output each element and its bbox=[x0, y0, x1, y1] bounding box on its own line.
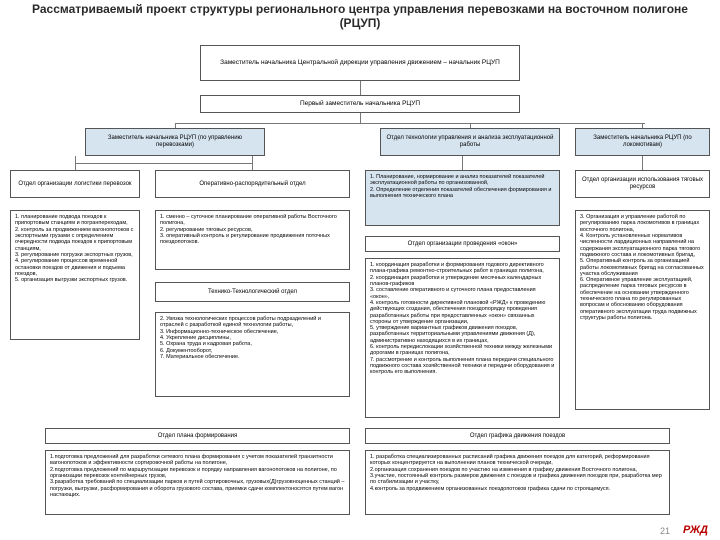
box-schedule-text: 1. разработка специализированных расписа… bbox=[365, 450, 670, 515]
box-traction-text: 3. Организация и управление работой по р… bbox=[575, 210, 710, 410]
footer-logo: РЖД bbox=[683, 524, 708, 536]
box-okon-title: Отдел организации проведения «окон» bbox=[365, 236, 560, 252]
blue-dept-tech: Отдел технологии управления и анализа эк… bbox=[380, 128, 560, 156]
blue-deputy-loco: Заместитель начальника РЦУП (по локомоти… bbox=[575, 128, 710, 156]
box-logistics-title: Отдел организации логистики перевозок bbox=[10, 170, 140, 198]
box-planform-title: Отдел плана формирования bbox=[45, 428, 350, 444]
box-director: Заместитель начальника Центральной дирек… bbox=[200, 45, 520, 81]
box-schedule-title: Отдел графика движения поездов bbox=[365, 428, 670, 444]
box-b1: 1. Планирование, нормирование и анализ п… bbox=[365, 170, 560, 226]
page-number: 21 bbox=[660, 526, 670, 536]
box-techtech-title: Технико-Технологический отдел bbox=[155, 282, 350, 302]
blue-deputy-transport: Заместитель начальника РЦУП (по управлен… bbox=[85, 128, 265, 156]
page-title: Рассматриваемый проект структуры региона… bbox=[0, 2, 720, 31]
box-logistics-text: 1. планирование подвода поездов к припор… bbox=[10, 210, 140, 340]
box-techtech-text: 2. Увязка технологических процессов рабо… bbox=[155, 312, 350, 397]
box-operative-text: 1. сменно – суточное планирование операт… bbox=[155, 210, 350, 270]
box-first-deputy: Первый заместитель начальника РЦУП bbox=[200, 95, 520, 113]
box-traction-title: Отдел организации использования тяговых … bbox=[575, 170, 710, 198]
box-planform-text: 1.подготовка предложений для разработки … bbox=[45, 450, 350, 515]
box-okon-text: 1. координация разработки и формирования… bbox=[365, 258, 560, 418]
box-operative-title: Оперативно-распорядительный отдел bbox=[155, 170, 350, 198]
